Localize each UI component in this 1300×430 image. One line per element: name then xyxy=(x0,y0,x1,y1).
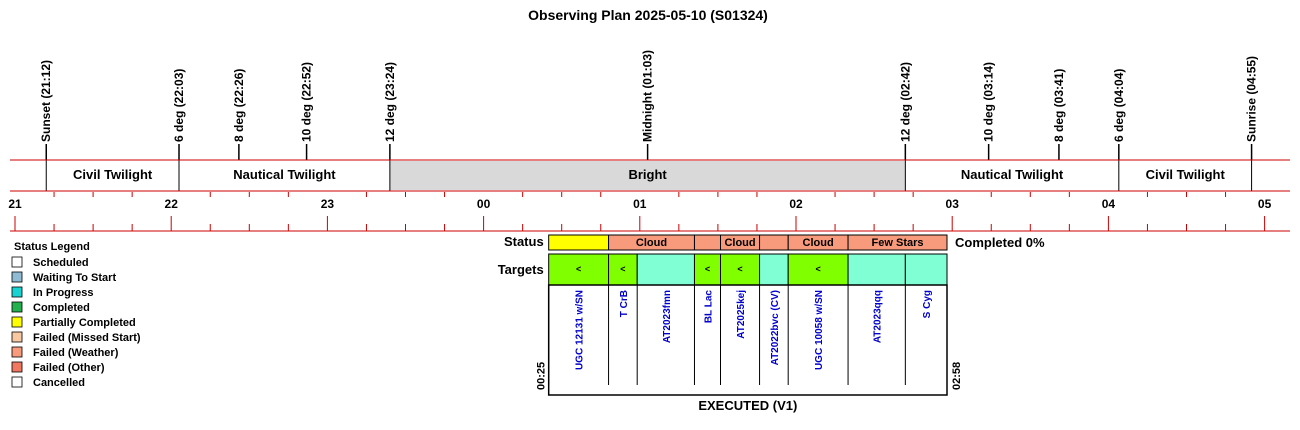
legend-swatch xyxy=(11,316,23,328)
status-legend: Status Legend Scheduled Waiting To Start In… xyxy=(11,241,141,389)
target-name: AT2025kej xyxy=(736,290,747,339)
legend-swatch xyxy=(11,376,23,388)
status-segment xyxy=(759,234,789,251)
target-block xyxy=(608,253,638,286)
period-label: Civil Twilight xyxy=(1146,167,1226,182)
target-name: AT2023qqq xyxy=(873,290,884,343)
target-name: T CrB xyxy=(619,290,630,317)
event-markers: Sunset (21:12) 6 deg (22:03) 8 deg (22:26)… xyxy=(39,50,1259,160)
target-block xyxy=(847,253,906,286)
hour-label: 05 xyxy=(1258,197,1272,211)
legend-label: Failed (Missed Start) xyxy=(33,332,141,344)
plan-table: Status Targets Cloud Cloud Cloud Few Stars < UG… xyxy=(498,234,1045,413)
legend-swatch xyxy=(11,286,23,298)
legend-label: Failed (Weather) xyxy=(33,347,119,359)
hour-label: 21 xyxy=(8,197,22,211)
target-mark: < xyxy=(576,264,581,274)
target-name: AT2022bvc (CV) xyxy=(770,290,781,365)
status-segment xyxy=(847,234,948,251)
event-label: Sunrise (04:55) xyxy=(1245,56,1259,142)
legend-label: Partially Completed xyxy=(33,317,136,329)
target-block xyxy=(759,253,789,286)
hour-label: 03 xyxy=(946,197,960,211)
hour-label: 01 xyxy=(633,197,647,211)
status-segment xyxy=(693,234,722,251)
target-name: UGC 12131 w/SN xyxy=(575,290,586,370)
period-label: Bright xyxy=(628,167,667,182)
twilight-periods: Civil Twilight Nautical Twilight Bright Nau… xyxy=(10,159,1290,192)
completed-percent: Completed 0% xyxy=(955,235,1045,250)
status-segment-label: Few Stars xyxy=(872,237,924,249)
target-name: UGC 10058 w/SN xyxy=(814,290,825,370)
target-name: BL Lac xyxy=(703,290,714,324)
status-segment-label: Cloud xyxy=(724,237,755,249)
event-label: 6 deg (22:03) xyxy=(172,69,186,142)
legend-label: Completed xyxy=(33,302,90,314)
status-segment-label: Cloud xyxy=(636,237,667,249)
legend-swatch xyxy=(11,301,23,313)
legend-swatch xyxy=(11,361,23,373)
hour-label: 00 xyxy=(477,197,491,211)
legend-label: Waiting To Start xyxy=(33,272,116,284)
target-block xyxy=(636,253,695,286)
event-label: 10 deg (22:52) xyxy=(300,62,314,142)
time-axis: 21 22 23 00 01 02 03 04 05 xyxy=(8,192,1290,232)
legend-swatch xyxy=(11,271,23,283)
target-block xyxy=(720,253,761,286)
event-label: 10 deg (03:14) xyxy=(982,62,996,142)
legend-label: Failed (Other) xyxy=(33,362,105,374)
hour-label: 23 xyxy=(321,197,335,211)
event-label: 6 deg (04:04) xyxy=(1112,69,1126,142)
legend-label: Cancelled xyxy=(33,377,85,389)
hour-label: 22 xyxy=(165,197,179,211)
plan-footer: EXECUTED (V1) xyxy=(698,398,797,413)
target-block xyxy=(693,253,722,286)
target-mark: < xyxy=(705,264,710,274)
legend-label: In Progress xyxy=(33,287,94,299)
period-label: Nautical Twilight xyxy=(961,167,1064,182)
event-label: 12 deg (02:42) xyxy=(898,62,912,142)
hour-label: 04 xyxy=(1102,197,1116,211)
target-name: AT2023fmn xyxy=(662,290,673,343)
event-label: 12 deg (23:24) xyxy=(383,62,397,142)
legend-swatch xyxy=(11,331,23,343)
legend-swatch xyxy=(11,346,23,358)
event-label: 8 deg (22:26) xyxy=(232,69,246,142)
period-shade xyxy=(389,161,906,190)
targets-frame xyxy=(547,284,948,396)
status-row-label: Status xyxy=(504,234,544,249)
status-segment xyxy=(548,234,610,251)
legend-swatch xyxy=(11,256,23,268)
event-label: 8 deg (03:41) xyxy=(1052,69,1066,142)
legend-title: Status Legend xyxy=(14,241,90,253)
event-label: Sunset (21:12) xyxy=(39,60,53,142)
plan-end-time: 02:58 xyxy=(951,362,963,390)
plan-title: Observing Plan 2025-05-10 (S01324) xyxy=(528,7,768,23)
event-label: Midnight (01:03) xyxy=(641,50,655,142)
period-label: Nautical Twilight xyxy=(233,167,336,182)
target-mark: < xyxy=(620,264,625,274)
targets-row-label: Targets xyxy=(498,262,544,277)
legend-label: Scheduled xyxy=(33,257,89,269)
plan-start-time: 00:25 xyxy=(536,362,548,390)
hour-label: 02 xyxy=(789,197,803,211)
target-mark: < xyxy=(815,264,820,274)
target-block xyxy=(904,253,948,286)
target-name: S Cyg xyxy=(922,290,933,318)
status-segment-label: Cloud xyxy=(803,237,834,249)
target-mark: < xyxy=(737,264,742,274)
period-label: Civil Twilight xyxy=(73,167,153,182)
